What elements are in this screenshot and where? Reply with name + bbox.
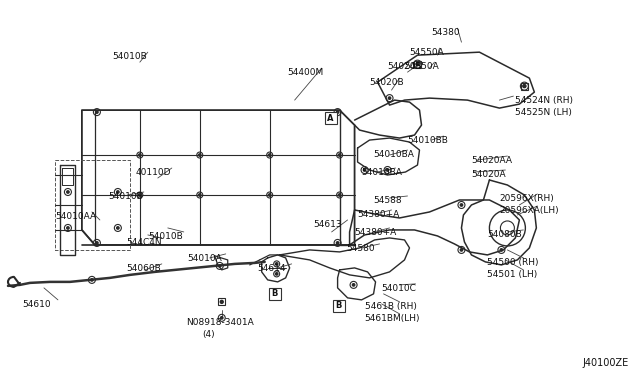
Text: 54020A: 54020A <box>472 170 506 179</box>
Text: B: B <box>335 301 342 310</box>
Circle shape <box>416 62 419 65</box>
Text: 5461B (RH): 5461B (RH) <box>365 302 417 311</box>
Bar <box>414 61 421 68</box>
Circle shape <box>116 191 119 193</box>
Circle shape <box>416 63 419 65</box>
Text: 54380+A: 54380+A <box>355 228 397 237</box>
Circle shape <box>96 111 98 113</box>
Circle shape <box>339 194 340 196</box>
Text: 20596X(RH): 20596X(RH) <box>499 194 554 203</box>
Text: 54380+A: 54380+A <box>358 210 400 219</box>
Circle shape <box>500 249 502 251</box>
Text: 20596XA(LH): 20596XA(LH) <box>499 206 559 215</box>
Circle shape <box>67 191 69 193</box>
Bar <box>324 112 337 124</box>
Circle shape <box>460 204 463 206</box>
Circle shape <box>96 242 98 244</box>
Circle shape <box>387 169 388 171</box>
Circle shape <box>139 154 141 156</box>
Text: 54550A: 54550A <box>410 48 444 57</box>
Text: N08918-3401A: N08918-3401A <box>186 318 253 327</box>
Circle shape <box>269 154 271 156</box>
Text: 54524N (RH): 54524N (RH) <box>515 96 573 105</box>
Bar <box>269 288 281 300</box>
Bar <box>218 298 225 305</box>
Circle shape <box>116 227 119 229</box>
Circle shape <box>460 249 463 251</box>
Circle shape <box>67 227 69 229</box>
Text: 54613: 54613 <box>314 220 342 229</box>
Circle shape <box>353 284 355 286</box>
Circle shape <box>337 242 339 244</box>
Text: 544C4N: 544C4N <box>126 238 161 247</box>
Circle shape <box>337 111 339 113</box>
Text: 54614: 54614 <box>258 264 286 273</box>
Text: 54400M: 54400M <box>287 68 324 77</box>
Bar <box>333 300 344 312</box>
Text: J40100ZE: J40100ZE <box>582 358 628 368</box>
Text: 54010B: 54010B <box>148 232 182 241</box>
Text: (4): (4) <box>202 330 214 339</box>
Bar <box>521 83 528 90</box>
Text: 54580: 54580 <box>347 244 375 253</box>
Text: 54010BA: 54010BA <box>362 168 403 177</box>
Circle shape <box>339 154 340 156</box>
Text: 54500 (RH): 54500 (RH) <box>488 258 539 267</box>
Circle shape <box>218 265 221 267</box>
Text: 54010BA: 54010BA <box>374 150 415 159</box>
Circle shape <box>221 317 223 319</box>
Circle shape <box>139 194 141 196</box>
Text: 54610: 54610 <box>22 300 51 309</box>
Text: 54010BB: 54010BB <box>408 136 449 145</box>
Text: 54060B: 54060B <box>126 264 161 273</box>
Text: 54010B: 54010B <box>108 192 143 201</box>
Text: 5461BM(LH): 5461BM(LH) <box>365 314 420 323</box>
Text: 54010A: 54010A <box>188 254 223 263</box>
Text: 40110D: 40110D <box>136 168 172 177</box>
Text: 54550A: 54550A <box>404 62 439 71</box>
Text: 54020AA: 54020AA <box>472 156 513 165</box>
Text: 54501 (LH): 54501 (LH) <box>488 270 538 279</box>
Text: 54380: 54380 <box>431 28 460 37</box>
Circle shape <box>198 194 201 196</box>
Text: 54010B: 54010B <box>112 52 147 61</box>
Circle shape <box>523 84 526 88</box>
Circle shape <box>91 279 93 281</box>
Circle shape <box>198 154 201 156</box>
Circle shape <box>275 273 278 275</box>
Circle shape <box>364 169 366 171</box>
Circle shape <box>275 263 278 265</box>
Text: 54010AA: 54010AA <box>55 212 96 221</box>
Circle shape <box>220 300 223 303</box>
Circle shape <box>523 85 525 87</box>
Text: B: B <box>271 289 278 298</box>
Text: 54020B: 54020B <box>388 62 422 71</box>
Circle shape <box>269 194 271 196</box>
Text: 54010C: 54010C <box>381 284 417 293</box>
Text: 54080B: 54080B <box>488 230 522 239</box>
Text: 54525N (LH): 54525N (LH) <box>515 108 572 117</box>
Text: 54020B: 54020B <box>369 78 404 87</box>
Text: 54588: 54588 <box>374 196 402 205</box>
Text: A: A <box>327 113 334 123</box>
Circle shape <box>388 97 391 99</box>
